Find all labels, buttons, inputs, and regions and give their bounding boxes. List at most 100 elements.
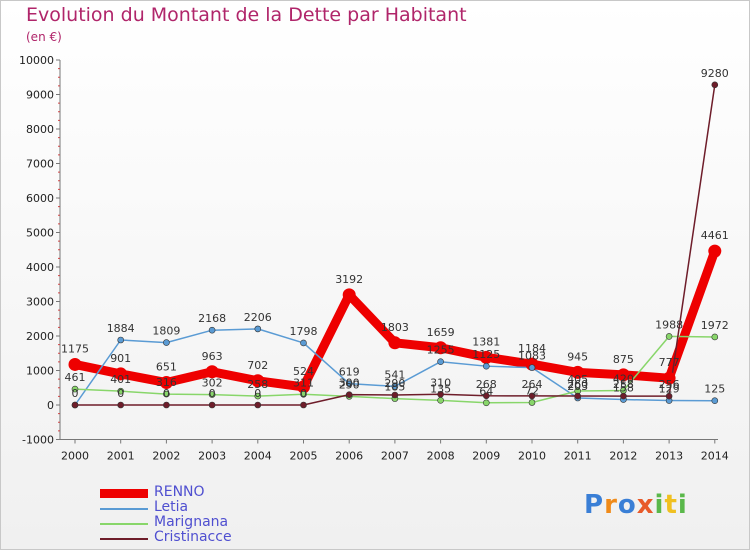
x-tick-label: 2007 bbox=[381, 450, 409, 463]
data-label: 250 bbox=[339, 378, 360, 391]
y-tick-label: 7000 bbox=[26, 158, 54, 171]
x-tick-label: 2001 bbox=[107, 450, 135, 463]
x-tick-label: 2000 bbox=[61, 450, 89, 463]
data-point-cristinacce bbox=[665, 392, 673, 400]
data-point-marignana bbox=[208, 391, 216, 398]
data-label: 302 bbox=[202, 377, 223, 390]
data-point-renno bbox=[114, 367, 128, 381]
data-point-letia bbox=[117, 336, 124, 344]
data-point-marignana bbox=[528, 399, 536, 406]
data-point-renno bbox=[297, 380, 310, 394]
data-point-marignana bbox=[437, 397, 444, 404]
data-label: 420 bbox=[613, 373, 634, 386]
data-point-letia bbox=[391, 383, 399, 390]
data-label: 72 bbox=[525, 385, 539, 398]
data-label: 3192 bbox=[335, 273, 363, 286]
data-point-cristinacce bbox=[71, 401, 79, 409]
x-tick-label: 2013 bbox=[655, 450, 683, 463]
data-label: 256 bbox=[659, 378, 680, 391]
y-tick-label: 5000 bbox=[26, 227, 54, 240]
data-label: 258 bbox=[247, 378, 268, 391]
data-point-letia bbox=[300, 339, 307, 347]
data-point-cristinacce bbox=[300, 401, 307, 409]
data-point-marignana bbox=[254, 392, 262, 400]
legend-label-renno: RENNO bbox=[154, 484, 205, 500]
data-label: 185 bbox=[384, 381, 405, 394]
data-point-marignana bbox=[665, 333, 673, 340]
data-point-letia bbox=[711, 397, 719, 404]
data-label: 135 bbox=[430, 382, 451, 395]
data-label: 125 bbox=[704, 383, 725, 396]
data-label: 0 bbox=[117, 387, 124, 400]
y-tick-label: 2000 bbox=[26, 330, 54, 343]
x-tick-label: 2008 bbox=[427, 450, 455, 463]
data-label: 651 bbox=[156, 361, 177, 374]
logo-letter: o bbox=[617, 490, 637, 520]
data-label: 405 bbox=[567, 373, 588, 386]
data-label: 0 bbox=[254, 387, 261, 400]
logo-letter: r bbox=[604, 490, 618, 520]
data-label: 2206 bbox=[244, 311, 272, 324]
x-tick-label: 2005 bbox=[290, 450, 318, 463]
data-label: 9280 bbox=[701, 67, 729, 80]
data-point-renno bbox=[662, 371, 676, 385]
legend-swatch-renno bbox=[100, 489, 148, 498]
data-label: 875 bbox=[613, 353, 634, 366]
y-tick-label: 8000 bbox=[26, 123, 54, 136]
data-label: 702 bbox=[247, 359, 268, 372]
data-label: 461 bbox=[65, 371, 86, 384]
data-label: 0 bbox=[209, 387, 216, 400]
x-tick-label: 2002 bbox=[152, 450, 180, 463]
data-label: 129 bbox=[659, 383, 680, 396]
data-point-renno bbox=[479, 350, 493, 364]
x-tick-label: 2010 bbox=[518, 450, 546, 463]
legend-label-marignana: Marignana bbox=[154, 514, 229, 530]
data-point-cristinacce bbox=[254, 401, 262, 409]
data-point-renno bbox=[205, 365, 219, 379]
y-tick-label: -1000 bbox=[22, 434, 54, 447]
data-label: 260 bbox=[567, 378, 588, 391]
y-tick-label: 6000 bbox=[26, 192, 54, 205]
data-label: 1798 bbox=[290, 325, 318, 338]
y-tick-label: 4000 bbox=[26, 261, 54, 274]
data-label: 2168 bbox=[198, 312, 226, 325]
data-label: 268 bbox=[476, 378, 497, 391]
data-label: 401 bbox=[110, 373, 131, 386]
data-label: 1255 bbox=[427, 344, 455, 357]
data-label: 945 bbox=[567, 350, 588, 363]
data-point-letia bbox=[163, 339, 170, 346]
data-label: 1381 bbox=[472, 335, 500, 348]
data-label: 0 bbox=[163, 387, 170, 400]
logo-letter: t bbox=[664, 490, 678, 520]
data-label: 1659 bbox=[427, 326, 455, 339]
data-point-letia bbox=[482, 362, 490, 370]
data-label: 158 bbox=[613, 382, 634, 395]
data-point-cristinacce bbox=[163, 401, 170, 409]
data-point-cristinacce bbox=[528, 392, 536, 400]
chart-subtitle: (en €) bbox=[26, 30, 62, 44]
data-point-renno bbox=[68, 357, 82, 371]
data-point-letia bbox=[528, 364, 536, 371]
data-point-letia bbox=[254, 325, 262, 333]
data-point-renno bbox=[616, 368, 630, 382]
data-label: 1125 bbox=[472, 348, 500, 361]
x-tick-label: 2012 bbox=[609, 450, 637, 463]
data-point-marignana bbox=[117, 387, 124, 395]
data-label: 1884 bbox=[107, 322, 135, 335]
data-label: 0 bbox=[300, 387, 307, 400]
data-label: 264 bbox=[522, 378, 543, 391]
x-tick-label: 2003 bbox=[198, 450, 226, 463]
data-label: 524 bbox=[293, 365, 314, 378]
data-label: 1083 bbox=[518, 350, 546, 363]
data-label: 290 bbox=[384, 377, 405, 390]
chart-title: Evolution du Montant de la Dette par Hab… bbox=[26, 4, 467, 26]
data-point-cristinacce bbox=[208, 401, 216, 409]
legend-swatch-marignana bbox=[100, 523, 148, 525]
data-point-cristinacce bbox=[620, 392, 627, 400]
y-tick-label: 1000 bbox=[26, 365, 54, 378]
data-point-renno bbox=[342, 288, 356, 302]
proxiti-logo: Proxiti bbox=[584, 490, 688, 520]
data-label: 0 bbox=[72, 387, 79, 400]
